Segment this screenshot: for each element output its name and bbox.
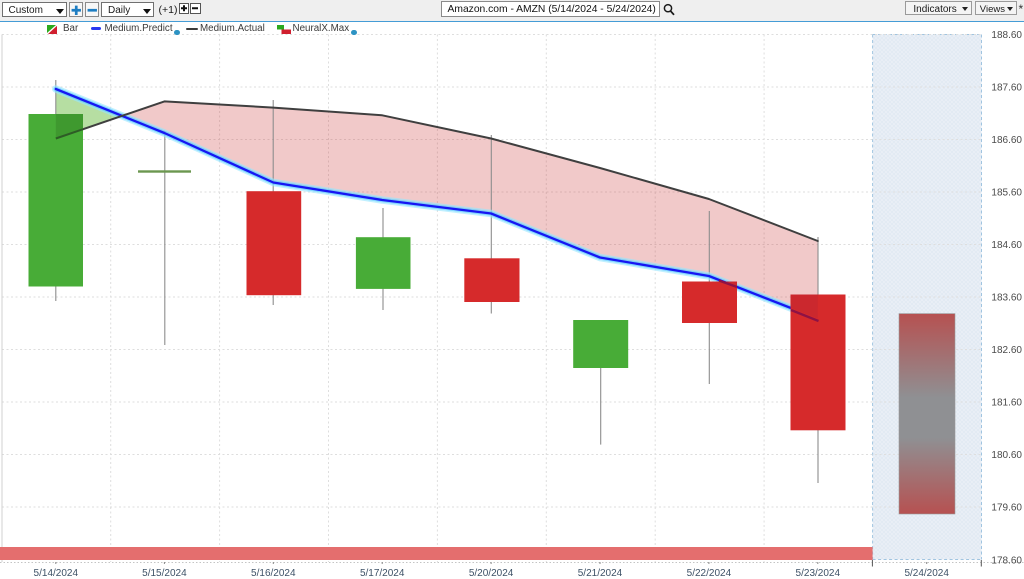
- svg-text:5/21/2024: 5/21/2024: [578, 568, 623, 579]
- svg-text:5/20/2024: 5/20/2024: [469, 568, 514, 579]
- svg-text:184.60: 184.60: [991, 240, 1022, 251]
- svg-text:5/16/2024: 5/16/2024: [251, 568, 296, 579]
- svg-text:5/15/2024: 5/15/2024: [142, 568, 187, 579]
- svg-text:185.60: 185.60: [991, 188, 1022, 199]
- svg-text:5/23/2024: 5/23/2024: [796, 568, 841, 579]
- svg-text:180.60: 180.60: [991, 450, 1022, 461]
- svg-text:183.60: 183.60: [991, 293, 1022, 304]
- svg-text:182.60: 182.60: [991, 345, 1022, 356]
- svg-text:5/24/2024: 5/24/2024: [904, 568, 949, 579]
- svg-text:178.60: 178.60: [991, 556, 1022, 567]
- svg-text:188.60: 188.60: [991, 30, 1022, 41]
- svg-text:5/17/2024: 5/17/2024: [360, 568, 405, 579]
- svg-text:187.60: 187.60: [991, 83, 1022, 94]
- svg-text:181.60: 181.60: [991, 398, 1022, 409]
- svg-text:179.60: 179.60: [991, 503, 1022, 514]
- svg-text:5/22/2024: 5/22/2024: [687, 568, 732, 579]
- svg-text:5/14/2024: 5/14/2024: [34, 568, 79, 579]
- svg-text:186.60: 186.60: [991, 135, 1022, 146]
